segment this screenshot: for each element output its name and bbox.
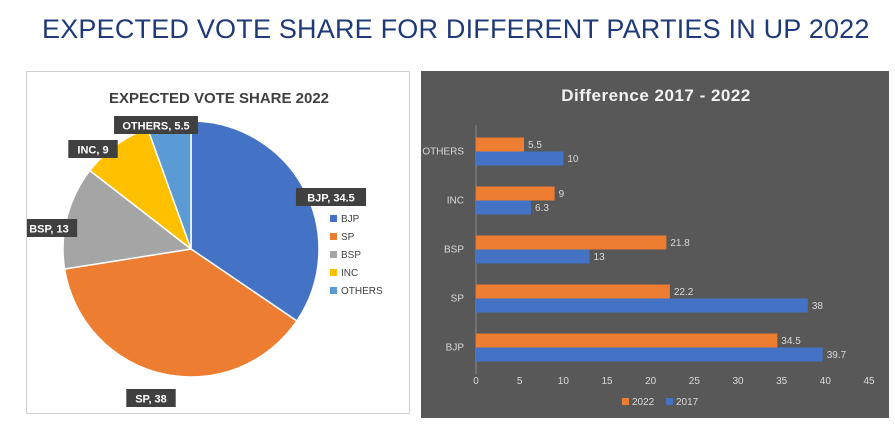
bar-data-label-2017-inc: 6.3 xyxy=(535,203,549,214)
pie-data-label-sp: SP, 38 xyxy=(126,389,176,407)
pie-data-label-others: OTHERS, 5.5 xyxy=(114,116,198,134)
page-title: EXPECTED VOTE SHARE FOR DIFFERENT PARTIE… xyxy=(42,14,870,44)
svg-text:BSP: BSP xyxy=(341,250,361,261)
bar-x-tick-5: 5 xyxy=(517,376,523,387)
bar-chart: Difference 2017 - 2022 OTHERS 5.5 10 INC 9 6.3… xyxy=(422,86,875,408)
pie-legend-item-inc: INC xyxy=(330,268,358,279)
pie-chart: EXPECTED VOTE SHARE 2022 BJP, 34.5 SP, 38 B… xyxy=(27,90,383,407)
bar-2017-inc xyxy=(476,200,532,215)
bar-data-label-2017-bsp: 13 xyxy=(594,252,606,263)
bar-data-label-2022-bsp: 21.8 xyxy=(670,238,690,249)
bar-data-label-2017-others: 10 xyxy=(567,154,579,165)
bar-x-tick-15: 15 xyxy=(601,376,613,387)
bar-x-tick-30: 30 xyxy=(732,376,744,387)
bar-category-label-bjp: BJP xyxy=(446,343,465,354)
bar-data-label-2022-inc: 9 xyxy=(559,189,565,200)
pie-data-label-inc: INC, 9 xyxy=(68,140,118,158)
svg-text:2017: 2017 xyxy=(676,397,699,408)
svg-text:BJP, 34.5: BJP, 34.5 xyxy=(307,193,355,205)
bar-x-tick-40: 40 xyxy=(820,376,832,387)
pie-title: EXPECTED VOTE SHARE 2022 xyxy=(109,90,329,107)
bar-x-tick-10: 10 xyxy=(558,376,570,387)
bar-2017-others xyxy=(476,151,564,166)
pie-data-label-bsp: BSP, 13 xyxy=(27,219,78,237)
bar-data-label-2017-sp: 38 xyxy=(812,301,824,312)
bar-2022-inc xyxy=(476,186,555,201)
bar-x-tick-45: 45 xyxy=(863,376,875,387)
bar-2022-bjp xyxy=(476,333,778,348)
bar-2022-bsp xyxy=(476,235,667,250)
pie-data-label-bjp: BJP, 34.5 xyxy=(295,188,367,206)
pie-legend-item-others: OTHERS xyxy=(330,286,383,297)
bar-category-label-sp: SP xyxy=(451,294,465,305)
bar-data-label-2022-others: 5.5 xyxy=(528,140,542,151)
bar-data-label-2022-bjp: 34.5 xyxy=(781,336,801,347)
bar-chart-panel: Difference 2017 - 2022 OTHERS 5.5 10 INC 9 6.3… xyxy=(421,71,889,418)
svg-text:INC: INC xyxy=(341,268,358,279)
pie-slice-sp xyxy=(63,248,298,378)
bar-x-tick-35: 35 xyxy=(776,376,788,387)
pie-slice-bsp xyxy=(62,169,193,270)
bar-category-label-others: OTHERS xyxy=(422,147,464,158)
svg-text:OTHERS: OTHERS xyxy=(341,286,383,297)
pie-legend-item-sp: SP xyxy=(330,232,355,243)
bar-data-label-2022-sp: 22.2 xyxy=(674,287,694,298)
bar-category-label-bsp: BSP xyxy=(444,245,464,256)
svg-text:2022: 2022 xyxy=(632,397,655,408)
pie-legend-item-bsp: BSP xyxy=(330,250,361,261)
bar-2022-sp xyxy=(476,284,670,299)
svg-text:BJP: BJP xyxy=(341,214,360,225)
bar-x-tick-25: 25 xyxy=(689,376,701,387)
pie-legend-item-bjp: BJP xyxy=(330,214,360,225)
bar-data-label-2017-bjp: 39.7 xyxy=(827,350,847,361)
bar-2022-others xyxy=(476,137,525,152)
bar-x-tick-20: 20 xyxy=(645,376,657,387)
pie-chart-panel: EXPECTED VOTE SHARE 2022 BJP, 34.5 SP, 38 B… xyxy=(26,71,410,414)
bar-x-tick-0: 0 xyxy=(473,376,479,387)
bar-2017-bjp xyxy=(476,347,823,362)
bar-2017-sp xyxy=(476,298,808,313)
svg-text:OTHERS, 5.5: OTHERS, 5.5 xyxy=(122,121,189,133)
svg-text:SP: SP xyxy=(341,232,355,243)
bar-category-label-inc: INC xyxy=(447,196,464,207)
svg-text:BSP, 13: BSP, 13 xyxy=(29,224,69,236)
bar-title: Difference 2017 - 2022 xyxy=(561,86,751,105)
bar-legend-item-2017: 2017 xyxy=(666,397,699,408)
svg-text:SP, 38: SP, 38 xyxy=(135,394,167,406)
bar-legend-item-2022: 2022 xyxy=(622,397,655,408)
bar-2017-bsp xyxy=(476,249,590,264)
svg-text:INC, 9: INC, 9 xyxy=(77,145,108,157)
